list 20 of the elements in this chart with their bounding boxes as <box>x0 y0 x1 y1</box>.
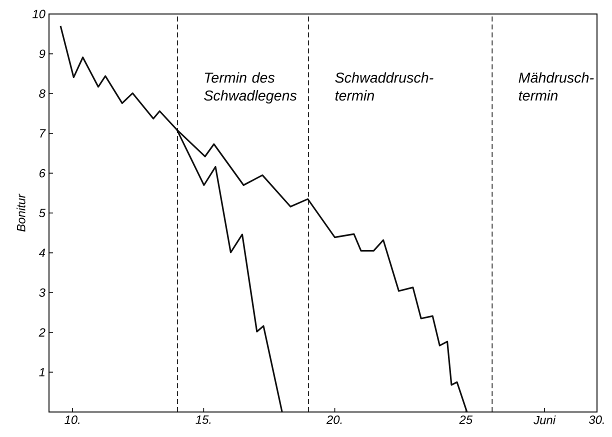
y-tick-label: 4 <box>38 248 46 257</box>
annotation: Mähdrusch-termin <box>518 72 594 101</box>
y-tick-label: 9 <box>39 50 46 58</box>
y-axis-title: Bonitur <box>16 194 26 232</box>
y-tick-label: 7 <box>40 129 46 138</box>
y-tick-label: 1 <box>39 368 44 376</box>
y-tick-label: 2 <box>38 328 46 337</box>
x-tick-label: 10. <box>64 416 80 424</box>
x-tick-label: 25 <box>459 416 473 424</box>
x-tick-label: 20. <box>326 416 342 424</box>
y-tick-label: 6 <box>40 168 46 178</box>
y-tick-label: 3 <box>39 288 46 297</box>
x-tick-label: 15. <box>196 416 211 424</box>
y-tick-label: 5 <box>39 208 46 218</box>
x-tick-label: 30. <box>588 416 604 424</box>
y-tick-label: 8 <box>39 89 46 98</box>
annotation: Schwaddrusch-termin <box>335 72 434 101</box>
annotation: Termin des Schwadlegens <box>204 72 297 104</box>
y-tick-label: 10 <box>32 10 46 18</box>
x-tick-label: Juni <box>534 416 556 424</box>
